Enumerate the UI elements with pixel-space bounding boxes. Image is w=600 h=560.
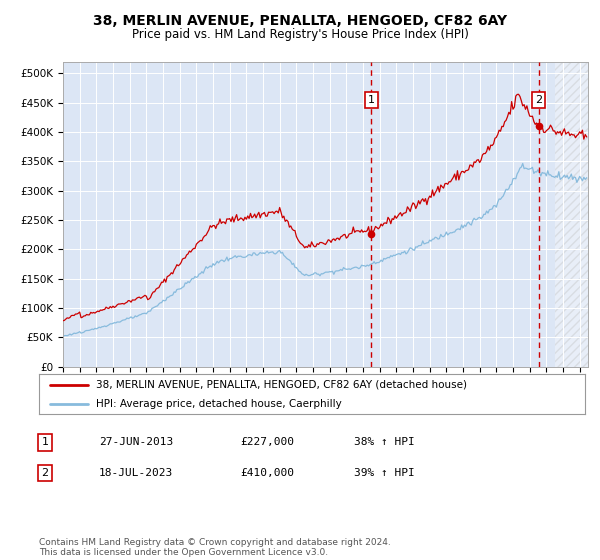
Text: 39% ↑ HPI: 39% ↑ HPI [354,468,415,478]
Text: 38, MERLIN AVENUE, PENALLTA, HENGOED, CF82 6AY (detached house): 38, MERLIN AVENUE, PENALLTA, HENGOED, CF… [97,380,467,390]
Text: 38% ↑ HPI: 38% ↑ HPI [354,437,415,447]
Bar [554,62,588,367]
Text: 1: 1 [368,95,374,105]
Text: Contains HM Land Registry data © Crown copyright and database right 2024.
This d: Contains HM Land Registry data © Crown c… [39,538,391,557]
Text: 2: 2 [41,468,49,478]
Text: 27-JUN-2013: 27-JUN-2013 [99,437,173,447]
Text: £410,000: £410,000 [240,468,294,478]
Text: Price paid vs. HM Land Registry's House Price Index (HPI): Price paid vs. HM Land Registry's House … [131,28,469,41]
Text: 2: 2 [535,95,542,105]
Text: 38, MERLIN AVENUE, PENALLTA, HENGOED, CF82 6AY: 38, MERLIN AVENUE, PENALLTA, HENGOED, CF… [93,14,507,28]
Text: 1: 1 [41,437,49,447]
Text: HPI: Average price, detached house, Caerphilly: HPI: Average price, detached house, Caer… [97,399,342,408]
Text: £227,000: £227,000 [240,437,294,447]
Text: 18-JUL-2023: 18-JUL-2023 [99,468,173,478]
